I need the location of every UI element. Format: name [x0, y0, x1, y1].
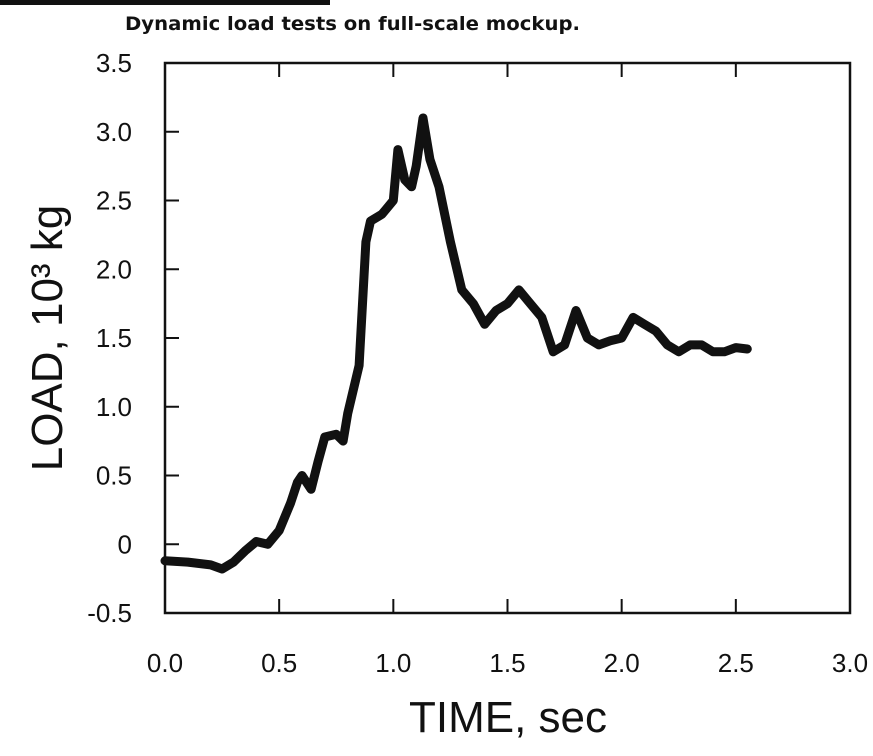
scan-bar	[0, 0, 330, 5]
x-axis-label: TIME, sec	[409, 693, 607, 742]
y-tick-label: 2.0	[96, 254, 132, 284]
y-tick-label: 0.5	[96, 461, 132, 491]
x-tick-label: 0.5	[261, 648, 297, 678]
plot-frame	[163, 61, 852, 615]
y-tick-label: 2.5	[96, 186, 132, 216]
x-tick-label: 2.5	[718, 648, 754, 678]
x-tick-label: 1.5	[489, 648, 525, 678]
y-tick-label: -0.5	[87, 598, 132, 628]
y-tick-label: 3.5	[96, 48, 132, 78]
x-tick-label: 2.0	[604, 648, 640, 678]
y-tick-label: 1.0	[96, 392, 132, 422]
y-tick-label: 0	[118, 529, 132, 559]
chart-title: Dynamic load tests on full-scale mockup.	[125, 13, 580, 35]
data-line	[160, 113, 752, 574]
x-tick-label: 0.0	[147, 648, 183, 678]
y-tick-label: 3.0	[96, 117, 132, 147]
x-tick-label: 3.0	[832, 648, 868, 678]
y-tick-label: 1.5	[96, 323, 132, 353]
x-tick-label: 1.0	[375, 648, 411, 678]
y-axis-label: LOAD, 10³ kg	[23, 205, 72, 472]
